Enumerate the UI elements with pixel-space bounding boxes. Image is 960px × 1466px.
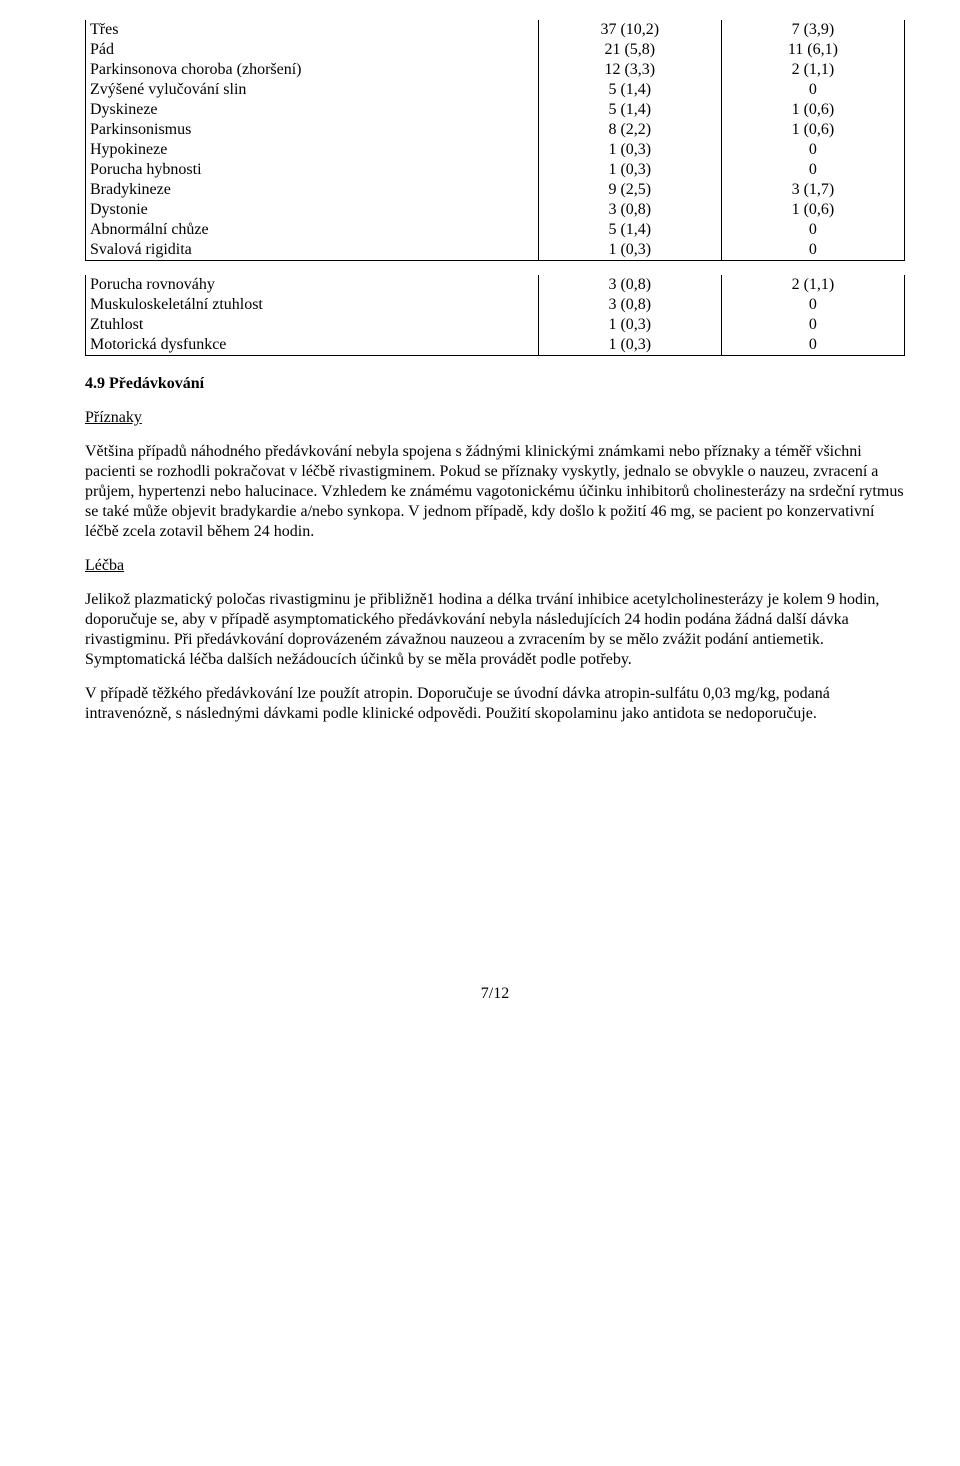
table-row-value-2: 2 (1,1)	[721, 275, 904, 295]
table-row-label: Ztuhlost	[86, 315, 539, 335]
table-row-value-2: 1 (0,6)	[721, 200, 904, 220]
table-row-value-2: 0	[721, 160, 904, 180]
paragraph-treatment-1: Jelikož plazmatický poločas rivastigminu…	[85, 590, 905, 670]
table-row-value-2: 1 (0,6)	[721, 100, 904, 120]
table-row-label: Dystonie	[86, 200, 539, 220]
table-row-value-1: 5 (1,4)	[538, 80, 721, 100]
table-row-label: Zvýšené vylučování slin	[86, 80, 539, 100]
paragraph-symptoms: Většina případů náhodného předávkování n…	[85, 442, 905, 542]
table-row-label: Parkinsonova choroba (zhoršení)	[86, 60, 539, 80]
table-row-value-2: 3 (1,7)	[721, 180, 904, 200]
table-b: Porucha rovnováhy3 (0,8)2 (1,1) Muskulosk…	[85, 275, 905, 356]
table-row-value-2: 0	[721, 295, 904, 315]
table-row-value-1: 3 (0,8)	[538, 275, 721, 295]
table-row-value-2: 0	[721, 80, 904, 100]
table-row-value-2: 2 (1,1)	[721, 60, 904, 80]
table-a: Třes37 (10,2)7 (3,9) Pád21 (5,8)11 (6,1) P…	[85, 20, 905, 261]
table-row-label: Porucha hybnosti	[86, 160, 539, 180]
table-row-value-1: 1 (0,3)	[538, 140, 721, 160]
table-row-value-2: 7 (3,9)	[721, 20, 904, 40]
table-row-value-2: 11 (6,1)	[721, 40, 904, 60]
table-row-value-1: 3 (0,8)	[538, 200, 721, 220]
table-row-value-1: 21 (5,8)	[538, 40, 721, 60]
table-row-label: Bradykineze	[86, 180, 539, 200]
table-row-label: Třes	[86, 20, 539, 40]
paragraph-treatment-2: V případě těžkého předávkování lze použí…	[85, 684, 905, 724]
table-row-value-2: 0	[721, 240, 904, 261]
table-gap	[85, 261, 905, 275]
table-row-value-1: 12 (3,3)	[538, 60, 721, 80]
table-row-label: Hypokineze	[86, 140, 539, 160]
subheading-symptoms: Příznaky	[85, 409, 142, 426]
table-row-label: Porucha rovnováhy	[86, 275, 539, 295]
table-row-label: Muskuloskeletální ztuhlost	[86, 295, 539, 315]
table-row-value-1: 1 (0,3)	[538, 335, 721, 356]
table-row-value-1: 3 (0,8)	[538, 295, 721, 315]
table-row-value-2: 0	[721, 140, 904, 160]
section-heading: 4.9 Předávkování	[85, 374, 905, 394]
table-row-value-1: 1 (0,3)	[538, 240, 721, 261]
table-row-value-1: 1 (0,3)	[538, 315, 721, 335]
table-row-value-1: 1 (0,3)	[538, 160, 721, 180]
table-row-label: Pád	[86, 40, 539, 60]
table-row-value-1: 37 (10,2)	[538, 20, 721, 40]
table-row-label: Motorická dysfunkce	[86, 335, 539, 356]
table-row-value-1: 5 (1,4)	[538, 100, 721, 120]
table-row-value-2: 0	[721, 335, 904, 356]
table-row-label: Parkinsonismus	[86, 120, 539, 140]
subheading-treatment: Léčba	[85, 557, 124, 574]
table-row-label: Dyskineze	[86, 100, 539, 120]
table-row-value-1: 9 (2,5)	[538, 180, 721, 200]
table-row-value-2: 0	[721, 220, 904, 240]
table-row-value-2: 0	[721, 315, 904, 335]
table-row-label: Svalová rigidita	[86, 240, 539, 261]
table-row-value-1: 5 (1,4)	[538, 220, 721, 240]
table-row-value-2: 1 (0,6)	[721, 120, 904, 140]
page-footer: 7/12	[85, 984, 905, 1004]
table-row-value-1: 8 (2,2)	[538, 120, 721, 140]
table-row-label: Abnormální chůze	[86, 220, 539, 240]
